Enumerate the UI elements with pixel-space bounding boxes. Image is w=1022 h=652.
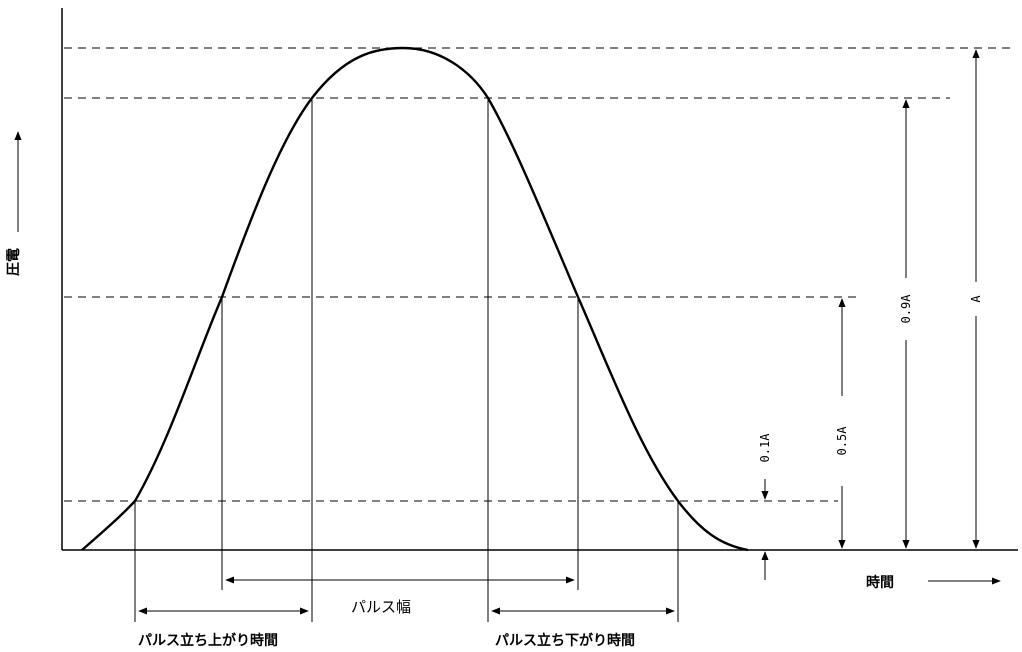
pulse-curve [81, 46, 749, 552]
fall-time-label: パルス立ち下がり時間 [495, 632, 635, 649]
amplitude-a-label: A [969, 295, 983, 303]
amplitude-0-5a-label: 0.5A [835, 426, 849, 456]
rise-time-label: パルス立ち上がり時間 [138, 632, 278, 649]
y-axis-label: 圧電 [5, 248, 22, 276]
pulse-width-label: パルス幅 [351, 598, 411, 616]
amplitude-0-1a-label: 0.1A [758, 433, 772, 463]
amplitude-0-9a-label: 0.9A [899, 294, 913, 324]
x-axis-label: 時間 [866, 574, 894, 591]
